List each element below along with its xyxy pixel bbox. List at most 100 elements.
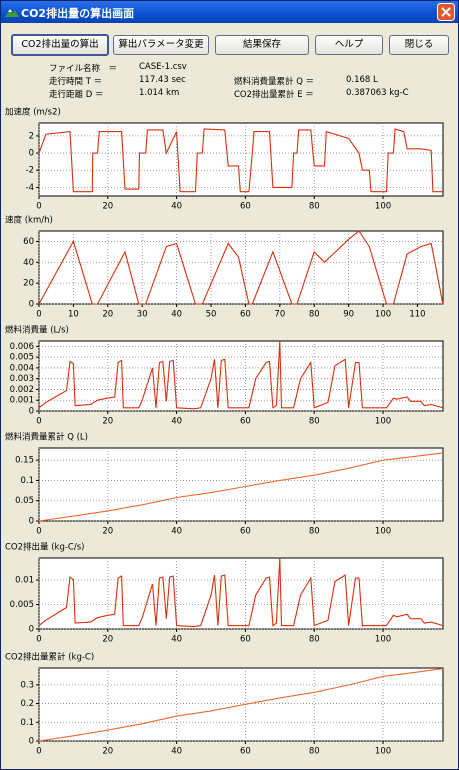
- data-line: [38, 128, 443, 193]
- chart-title: 燃料消費量累計 Q (L): [5, 432, 88, 443]
- x-tick-label: 10: [68, 310, 79, 320]
- y-tick-label: 0: [29, 149, 34, 159]
- plot-area: [38, 667, 444, 742]
- x-tick-label: 100: [375, 635, 391, 645]
- x-tick-label: 80: [309, 747, 320, 757]
- x-tick-label: 20: [102, 417, 113, 427]
- x-tick-label: 100: [375, 202, 391, 212]
- x-tick-label: 60: [240, 417, 251, 427]
- x-tick-label: 60: [240, 527, 251, 537]
- y-tick-label: 0: [29, 737, 34, 747]
- plot-area: [38, 447, 444, 522]
- chart-title: 加速度 (m/s2): [5, 107, 61, 118]
- app-icon: [5, 9, 19, 17]
- y-tick-label: 0: [29, 300, 34, 310]
- info-value: CASE-1.csv: [139, 62, 187, 72]
- button[interactable]: 算出パラメータ変更: [113, 35, 209, 55]
- y-tick-label: 0: [29, 407, 34, 417]
- x-tick-label: 60: [240, 202, 251, 212]
- button[interactable]: 閉じる: [389, 35, 449, 55]
- y-tick-label: 0.002: [10, 385, 34, 395]
- x-tick-label: 90: [343, 310, 354, 320]
- y-tick-label: 0.15: [15, 456, 34, 466]
- y-tick-label: 0.004: [10, 363, 34, 373]
- x-tick-label: 60: [240, 310, 251, 320]
- info-label: 走行時間 T ＝: [49, 77, 103, 87]
- x-tick-label: 40: [171, 527, 182, 537]
- y-tick-label: -4: [26, 183, 34, 193]
- x-tick-label: 40: [171, 747, 182, 757]
- y-tick-label: 60: [23, 237, 34, 247]
- plot-area: [38, 557, 444, 630]
- plot-area: [38, 340, 444, 412]
- y-tick-label: -2: [26, 166, 34, 176]
- info-value: 1.014 km: [139, 88, 180, 98]
- title-bar: CO2排出量の算出画面: [1, 1, 458, 23]
- info-value: 0.387063 kg-C: [346, 88, 409, 98]
- x-tick-label: 100: [375, 417, 391, 427]
- window-title: CO2排出量の算出画面: [21, 7, 135, 20]
- x-tick-label: 70: [274, 310, 285, 320]
- button[interactable]: CO2排出量の算出: [11, 34, 109, 56]
- y-tick-label: 0.1: [20, 718, 34, 728]
- chart-title: 速度 (km/h): [5, 215, 53, 226]
- x-tick-label: 80: [309, 635, 320, 645]
- x-tick-label: 100: [375, 747, 391, 757]
- button[interactable]: ヘルプ: [315, 35, 383, 55]
- y-tick-label: 40: [23, 258, 34, 268]
- close-icon[interactable]: [437, 3, 455, 21]
- x-tick-label: 60: [240, 635, 251, 645]
- data-line: [38, 230, 444, 305]
- x-tick-label: 0: [36, 202, 41, 212]
- info-label: 走行距離 D ＝: [49, 90, 104, 100]
- y-tick-label: 0.006: [10, 342, 34, 352]
- y-tick-label: 0.003: [10, 374, 34, 384]
- y-tick-label: 0.1: [20, 476, 34, 486]
- info-value: 0.168 L: [346, 75, 378, 85]
- x-tick-label: 40: [171, 310, 182, 320]
- x-tick-label: 0: [36, 527, 41, 537]
- chart-title: CO2排出量 (kg-C/s): [5, 542, 84, 553]
- data-line: [38, 340, 444, 410]
- info-label: CO2排出量累計 E ＝: [234, 90, 314, 100]
- y-tick-label: 0.001: [10, 396, 34, 406]
- y-tick-label: 20: [23, 279, 34, 289]
- x-tick-label: 60: [240, 747, 251, 757]
- chart-title: 燃料消費量 (L/s): [5, 325, 69, 336]
- x-tick-label: 40: [171, 635, 182, 645]
- y-tick-label: 0.005: [10, 600, 34, 610]
- x-tick-label: 20: [102, 202, 113, 212]
- x-tick-label: 20: [102, 635, 113, 645]
- info-label: 燃料消費量累計 Q ＝: [234, 77, 315, 87]
- x-tick-label: 0: [36, 417, 41, 427]
- x-tick-label: 80: [309, 202, 320, 212]
- x-tick-label: 80: [309, 417, 320, 427]
- info-value: 117.43 sec: [139, 75, 186, 85]
- y-tick-label: 2: [29, 131, 34, 141]
- x-tick-label: 40: [171, 417, 182, 427]
- x-tick-label: 0: [36, 310, 41, 320]
- y-tick-label: 0.2: [20, 699, 34, 709]
- y-tick-label: 0: [29, 517, 34, 527]
- data-line: [38, 557, 444, 628]
- x-tick-label: 0: [36, 635, 41, 645]
- x-tick-label: 30: [137, 310, 148, 320]
- x-tick-label: 100: [375, 310, 391, 320]
- chart-title: CO2排出量累計 (kg-C): [5, 652, 94, 663]
- x-tick-label: 80: [309, 527, 320, 537]
- x-tick-label: 20: [102, 527, 113, 537]
- x-tick-label: 110: [409, 310, 425, 320]
- x-tick-label: 20: [102, 747, 113, 757]
- x-tick-label: 0: [36, 747, 41, 757]
- button[interactable]: 結果保存: [215, 35, 309, 55]
- y-tick-label: 0.005: [10, 353, 34, 363]
- x-tick-label: 100: [375, 527, 391, 537]
- x-tick-label: 50: [206, 310, 217, 320]
- data-line: [38, 668, 444, 742]
- plot-area: [38, 122, 444, 197]
- x-tick-label: 40: [171, 202, 182, 212]
- info-label: ファイル名称 ＝: [49, 64, 118, 74]
- y-tick-label: 0.01: [15, 576, 34, 586]
